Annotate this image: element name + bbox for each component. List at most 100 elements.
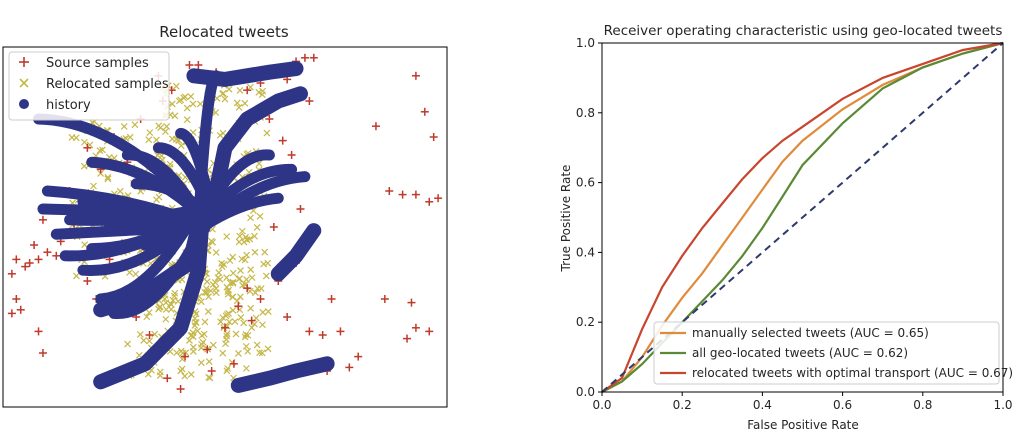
relocated-sample-marker <box>183 116 191 124</box>
source-sample-marker <box>243 284 252 293</box>
relocated-sample-marker <box>218 259 226 267</box>
relocated-sample-marker <box>240 319 248 327</box>
source-sample-marker <box>16 305 25 314</box>
relocated-sample-marker <box>155 193 163 201</box>
source-sample-marker <box>411 323 420 332</box>
relocated-sample-marker <box>126 269 134 276</box>
left-legend-box <box>8 51 170 121</box>
relocated-sample-marker <box>116 187 124 195</box>
relocated-sample-marker <box>172 82 180 90</box>
source-sample-marker <box>283 313 292 321</box>
relocated-sample-marker <box>238 227 246 235</box>
source-sample-marker <box>300 53 309 62</box>
roc-curve-0 <box>601 41 1004 393</box>
relocated-sample-marker <box>145 309 153 316</box>
relocated-sample-marker <box>262 272 270 280</box>
source-sample-marker <box>434 194 443 203</box>
source-sample-marker <box>385 187 394 195</box>
legend-marker-relocated <box>19 78 29 88</box>
relocated-sample-marker <box>236 232 244 240</box>
source-sample-marker <box>425 327 434 336</box>
relocated-sample-marker <box>235 238 243 246</box>
source-sample-marker <box>345 363 354 372</box>
x-axis-label: False Positive Rate <box>747 418 859 432</box>
relocated-sample-marker <box>68 134 76 141</box>
relocated-sample-marker <box>219 314 227 322</box>
relocated-sample-marker <box>242 342 250 350</box>
relocated-sample-marker <box>259 308 267 316</box>
x-tick-label: 0.2 <box>673 398 692 412</box>
source-sample-marker <box>34 327 43 336</box>
relocated-sample-marker <box>219 349 227 357</box>
relocated-sample-marker <box>187 332 195 340</box>
relocated-sample-marker <box>124 340 131 348</box>
y-tick-label: 1.0 <box>576 36 595 50</box>
x-tick-label: 0.8 <box>913 398 932 412</box>
relocated-sample-marker <box>259 321 266 329</box>
relocated-sample-marker <box>97 170 104 177</box>
relocated-sample-marker <box>167 300 174 308</box>
right-chart-title: Receiver operating characteristic using … <box>604 23 1003 39</box>
relocated-sample-marker <box>215 269 223 277</box>
relocated-sample-marker <box>167 306 175 313</box>
source-sample-marker <box>398 190 407 199</box>
source-sample-marker <box>269 223 278 231</box>
x-tick-label: 0.4 <box>753 398 772 412</box>
history-trajectory <box>200 163 298 221</box>
relocated-sample-marker <box>244 331 252 339</box>
source-sample-marker <box>425 197 434 206</box>
relocated-sample-marker <box>175 97 183 105</box>
relocated-sample-marker <box>143 313 151 321</box>
legend-label-relocated-ot: relocated tweets with optimal transport … <box>692 366 1013 380</box>
relocated-sample-marker <box>233 99 241 107</box>
relocated-sample-marker <box>237 313 245 321</box>
legend-label-source: Source samples <box>46 56 149 71</box>
relocated-sample-marker <box>253 223 261 231</box>
source-sample-marker <box>403 334 412 343</box>
source-sample-marker <box>305 97 314 105</box>
relocated-sample-marker <box>222 312 230 320</box>
relocated-sample-marker <box>217 318 225 326</box>
relocated-sample-marker <box>256 212 264 220</box>
relocated-sample-marker <box>247 214 254 222</box>
relocated-sample-marker <box>241 99 249 107</box>
left-scatter-panel: Relocated tweets Source samples Relocate… <box>2 23 448 408</box>
relocated-sample-marker <box>225 318 233 326</box>
source-sample-marker <box>185 61 194 69</box>
right-roc-panel: Receiver operating characteristic using … <box>559 23 1013 432</box>
source-sample-marker <box>336 327 345 336</box>
relocated-sample-marker <box>256 349 264 357</box>
legend-label-history: history <box>46 98 91 113</box>
source-sample-marker <box>21 262 30 271</box>
relocated-sample-marker <box>226 257 234 265</box>
source-sample-marker <box>327 295 336 303</box>
relocated-sample-marker <box>181 372 189 380</box>
source-sample-marker <box>309 53 318 62</box>
relocated-sample-marker <box>152 136 160 144</box>
relocated-sample-marker <box>177 347 185 355</box>
relocated-sample-marker <box>209 341 217 349</box>
relocated-sample-marker <box>212 289 220 297</box>
relocated-sample-marker <box>155 305 163 313</box>
source-sample-marker <box>296 205 305 213</box>
relocated-sample-marker <box>253 341 261 349</box>
relocated-sample-marker <box>224 365 232 372</box>
relocated-sample-marker <box>234 350 242 357</box>
relocated-sample-marker <box>126 133 134 141</box>
relocated-sample-marker <box>236 86 244 94</box>
roc-legend-box <box>653 321 1000 385</box>
y-tick-label: 0.8 <box>576 106 595 120</box>
relocated-sample-marker <box>235 104 243 111</box>
relocated-sample-marker <box>177 367 185 375</box>
relocated-sample-marker <box>231 318 239 325</box>
relocated-sample-marker <box>162 305 170 313</box>
relocated-sample-marker <box>243 276 250 283</box>
relocated-sample-marker <box>132 270 140 278</box>
relocated-sample-marker <box>183 104 191 112</box>
relocated-sample-marker <box>104 173 112 181</box>
relocated-sample-marker <box>246 287 254 295</box>
relocated-sample-marker <box>229 279 237 287</box>
relocated-sample-marker <box>146 337 153 345</box>
relocated-sample-marker <box>174 297 182 305</box>
left-legend: Source samples Relocated samples history <box>8 51 170 121</box>
